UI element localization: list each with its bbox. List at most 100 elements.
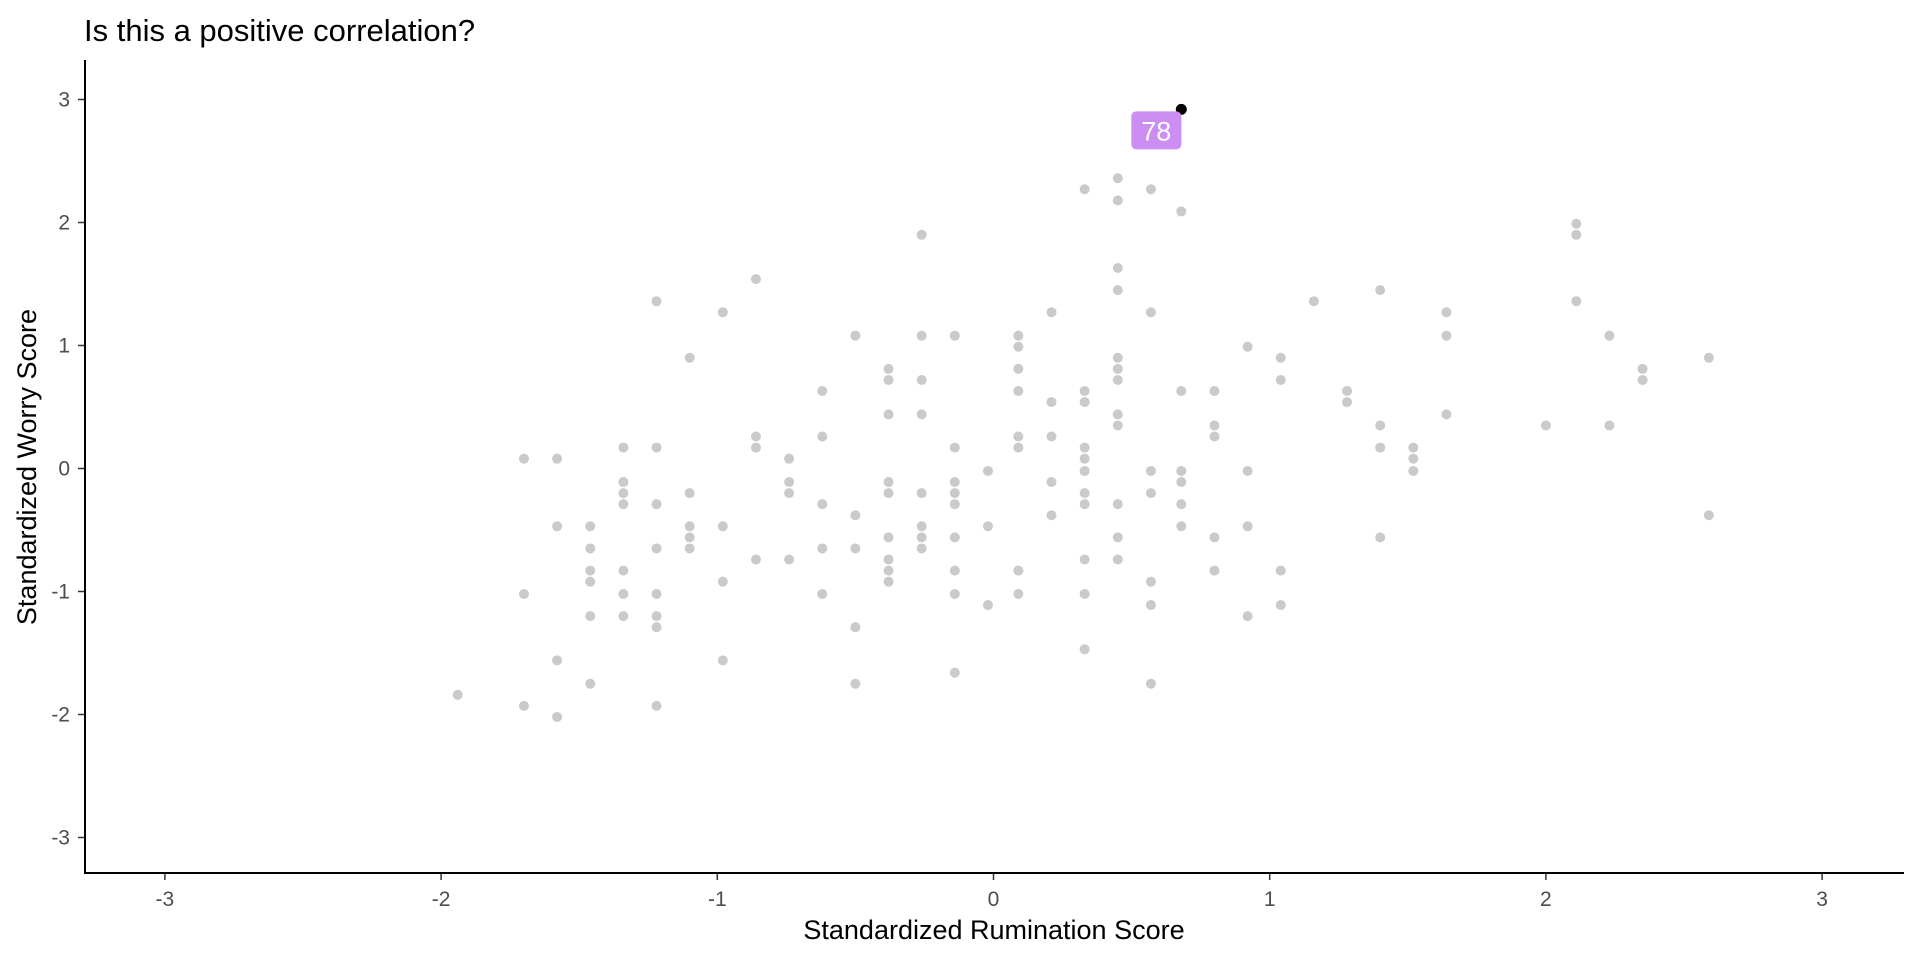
data-point	[717, 521, 728, 532]
data-point	[651, 442, 662, 453]
data-point	[618, 588, 629, 599]
data-point	[949, 477, 960, 488]
data-point	[1046, 307, 1057, 318]
data-point	[850, 543, 861, 554]
data-point	[1145, 576, 1156, 587]
y-tick-label: 0	[58, 458, 70, 481]
data-point	[1571, 229, 1582, 240]
data-point	[1112, 409, 1123, 420]
data-point	[1375, 420, 1386, 431]
data-point	[883, 477, 894, 488]
data-point	[618, 611, 629, 622]
data-point	[949, 532, 960, 543]
data-point	[651, 622, 662, 633]
data-point	[618, 499, 629, 510]
data-point	[750, 554, 761, 565]
data-point	[883, 532, 894, 543]
data-point	[1013, 386, 1024, 397]
data-point	[1046, 477, 1057, 488]
x-tick-label: -1	[708, 888, 727, 911]
data-point	[1079, 465, 1090, 476]
data-point	[916, 488, 927, 499]
data-point	[717, 576, 728, 587]
data-point	[1145, 488, 1156, 499]
data-point	[949, 588, 960, 599]
data-point	[850, 678, 861, 689]
data-point	[585, 576, 596, 587]
data-point	[949, 565, 960, 576]
data-point	[1375, 442, 1386, 453]
data-point	[1046, 431, 1057, 442]
data-point	[1176, 477, 1187, 488]
y-tick-label: -2	[51, 704, 70, 727]
data-point	[1079, 453, 1090, 464]
data-point	[1571, 218, 1582, 229]
data-point	[883, 374, 894, 385]
data-point	[982, 521, 993, 532]
data-point	[618, 477, 629, 488]
data-point	[949, 488, 960, 499]
data-point	[1637, 374, 1648, 385]
data-point	[1342, 397, 1353, 408]
data-point	[817, 588, 828, 599]
data-point	[1079, 386, 1090, 397]
data-point	[1013, 588, 1024, 599]
data-point	[684, 532, 695, 543]
data-point	[784, 477, 795, 488]
data-point	[916, 374, 927, 385]
data-point	[817, 499, 828, 510]
data-point	[585, 565, 596, 576]
data-point	[1308, 296, 1319, 307]
data-point	[916, 229, 927, 240]
data-point	[518, 453, 529, 464]
data-points	[452, 173, 1714, 722]
data-point	[1703, 352, 1714, 363]
data-point	[916, 543, 927, 554]
data-point	[1408, 442, 1419, 453]
y-axis-ticks: -3 -2 -1 0 1 2 3	[51, 89, 85, 850]
data-point	[1275, 600, 1286, 611]
data-point	[651, 499, 662, 510]
y-tick-label: -3	[51, 827, 70, 850]
data-point	[1242, 611, 1253, 622]
highlight-label-box	[1131, 111, 1182, 150]
y-tick-label: 2	[58, 212, 70, 235]
data-point	[1079, 644, 1090, 655]
data-point	[684, 352, 695, 363]
x-tick-label: 3	[1816, 888, 1828, 911]
data-point	[916, 532, 927, 543]
data-point	[585, 543, 596, 554]
data-point	[1703, 510, 1714, 521]
data-point	[1013, 330, 1024, 341]
data-point	[552, 521, 563, 532]
data-point	[1176, 386, 1187, 397]
data-point	[916, 521, 927, 532]
data-point	[1242, 341, 1253, 352]
data-point	[750, 274, 761, 285]
data-point	[1375, 532, 1386, 543]
data-point	[1079, 488, 1090, 499]
data-point	[750, 442, 761, 453]
data-point	[1013, 363, 1024, 374]
data-point	[717, 307, 728, 318]
data-point	[552, 655, 563, 666]
data-point	[1013, 341, 1024, 352]
data-point	[1013, 431, 1024, 442]
data-point	[1176, 521, 1187, 532]
data-point	[585, 678, 596, 689]
y-tick-label: 3	[58, 89, 70, 112]
data-point	[1046, 510, 1057, 521]
data-point	[1275, 352, 1286, 363]
data-point	[850, 510, 861, 521]
data-point	[949, 499, 960, 510]
data-point	[784, 554, 795, 565]
data-point	[1540, 420, 1551, 431]
data-point	[1112, 195, 1123, 206]
data-point	[1375, 285, 1386, 296]
data-point	[1013, 442, 1024, 453]
data-point	[1571, 296, 1582, 307]
data-point	[552, 711, 563, 722]
data-point	[1145, 678, 1156, 689]
data-point	[1242, 521, 1253, 532]
x-tick-label: -2	[432, 888, 451, 911]
